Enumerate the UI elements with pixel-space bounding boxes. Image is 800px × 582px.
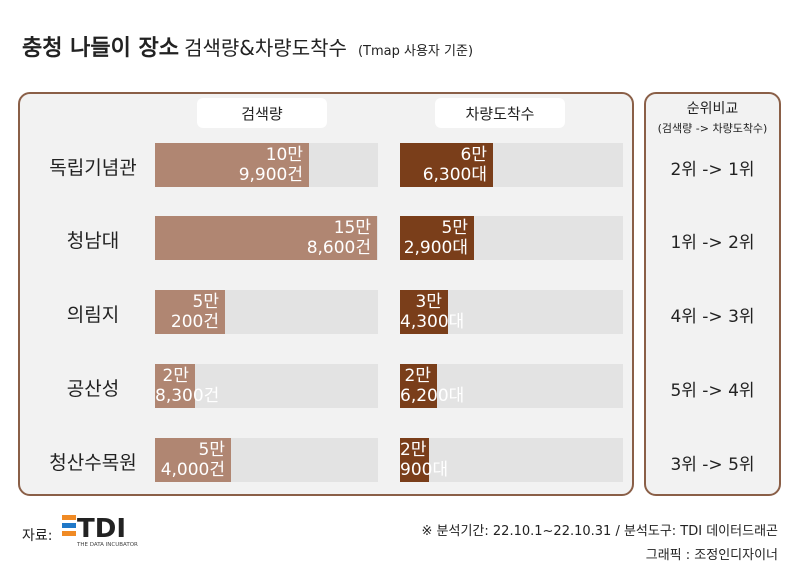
arrivals-bar: [400, 143, 493, 187]
bar-value-bottom: 2,900대: [403, 238, 468, 258]
rank-change: 1위 -> 2위: [670, 233, 755, 253]
column-header-arrivals: 차량도착수: [435, 98, 565, 128]
arrivals-bar: [400, 438, 429, 482]
bar-value-bottom: 8,600건: [306, 238, 371, 258]
arrivals-bar: [400, 290, 448, 334]
bar-value-top: 2만: [404, 366, 431, 386]
bar-value-top: 2만: [162, 366, 189, 386]
arrivals-bar: [400, 364, 437, 408]
category-label: 공산성: [66, 378, 120, 400]
bar-value-top: 15만: [333, 218, 371, 238]
logo-text: TDI: [77, 514, 126, 544]
bar-track: 6만 6,300대: [400, 143, 623, 187]
bar-value-top: 10만: [265, 145, 303, 165]
bar-value-label: 2만900대: [400, 440, 448, 480]
category-label: 의림지: [66, 304, 120, 326]
search-bar: [155, 290, 225, 334]
bar-value-label: 5만 2,900대: [400, 218, 468, 258]
bar-track: 2만 8,300건: [155, 364, 378, 408]
bar-value-bottom: 9,900건: [238, 165, 303, 185]
bar-track: 10만 9,900건: [155, 143, 378, 187]
bar-value-label: 5만 200건: [155, 292, 219, 332]
rank-header: 순위비교 (검색량 -> 차량도착수): [644, 100, 781, 138]
title-main: 충청 나들이 장소: [22, 36, 179, 61]
bar-track: 5만 2,900대: [400, 216, 623, 260]
category-label: 청산수목원: [49, 452, 137, 474]
bar-value-bottom: 4,000건: [160, 460, 225, 480]
category-label: 독립기념관: [49, 157, 137, 179]
bar-value-label: 6만 6,300대: [400, 145, 487, 185]
bar-track: 5만 200건: [155, 290, 378, 334]
rank-panel: [644, 92, 781, 496]
rank-change: 5위 -> 4위: [670, 381, 755, 401]
bar-value-bottom: 4,300대: [400, 312, 465, 332]
search-bar: [155, 438, 231, 482]
bar-value-label: 10만 9,900건: [155, 145, 303, 185]
bar-value-bottom: 6,300대: [422, 165, 487, 185]
tdi-logo: TDI THE DATA INCUBATOR: [62, 511, 152, 555]
bar-value-bottom: 8,300건: [155, 386, 220, 406]
rank-change: 2위 -> 1위: [670, 160, 755, 180]
column-header-search: 검색량: [197, 98, 327, 128]
bar-value-top: 5만: [198, 440, 225, 460]
title-sub: 검색량&차량도착수: [184, 36, 347, 60]
search-bar: [155, 364, 195, 408]
bar-value-label: 3만 4,300대: [400, 292, 465, 332]
bar-value-bottom: 900대: [400, 460, 448, 480]
logo-tagline: THE DATA INCUBATOR: [76, 542, 138, 548]
search-bar: [155, 216, 377, 260]
bar-value-top: 6만: [460, 145, 487, 165]
bar-value-label: 15만 8,600건: [155, 218, 371, 258]
bar-track: 15만 8,600건: [155, 216, 378, 260]
category-label: 청남대: [66, 230, 120, 252]
rank-title: 순위비교: [686, 101, 739, 117]
title-note: (Tmap 사용자 기준): [357, 44, 474, 59]
tdi-logo-icon: TDI THE DATA INCUBATOR: [62, 514, 138, 548]
bar-value-top: 3만: [415, 292, 442, 312]
rank-subtitle: (검색량 -> 차량도착수): [657, 122, 768, 135]
graphic-credit: 그래픽 : 조정인디자이너: [645, 548, 778, 563]
bar-value-top: 5만: [441, 218, 468, 238]
bar-value-bottom: 200건: [170, 312, 219, 332]
bar-track: 2만900대: [400, 438, 623, 482]
arrivals-bar: [400, 216, 474, 260]
rank-change: 4위 -> 3위: [670, 307, 755, 327]
bar-value-label: 5만 4,000건: [155, 440, 225, 480]
bar-value-label: 2만6,200대: [400, 366, 464, 406]
search-bar: [155, 143, 309, 187]
analysis-note: ※ 분석기간: 22.10.1~22.10.31 / 분석도구: TDI 데이터…: [421, 524, 778, 539]
chart-title: 충청 나들이 장소 검색량&차량도착수 (Tmap 사용자 기준): [22, 30, 473, 62]
bar-value-top: 2만: [400, 440, 427, 460]
bar-value-label: 2만 8,300건: [155, 366, 220, 406]
bar-track: 3만 4,300대: [400, 290, 623, 334]
source-label: 자료:: [22, 528, 53, 544]
bar-value-bottom: 6,200대: [400, 386, 464, 406]
bar-track: 5만 4,000건: [155, 438, 378, 482]
rank-change: 3위 -> 5위: [670, 455, 755, 475]
bar-value-top: 5만: [192, 292, 219, 312]
bar-track: 2만6,200대: [400, 364, 623, 408]
